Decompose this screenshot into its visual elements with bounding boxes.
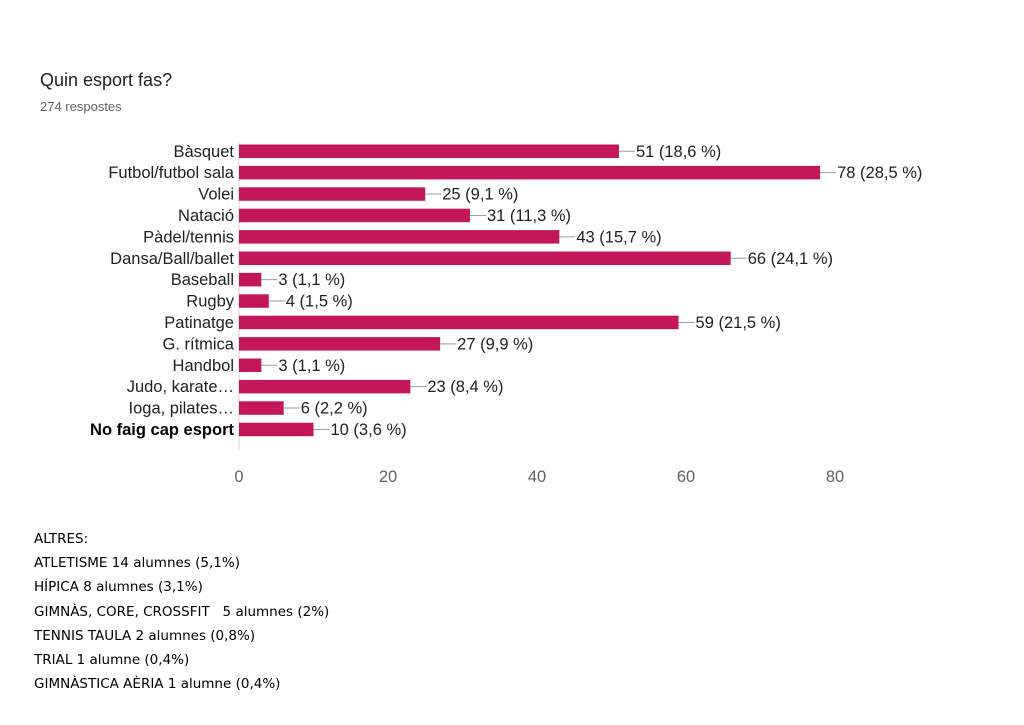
bar — [239, 208, 470, 223]
category-label: Patinatge — [164, 314, 234, 332]
category-label: Natació — [178, 207, 234, 225]
data-label: 27 (9,9 %) — [457, 335, 533, 353]
bar — [239, 251, 731, 265]
category-label: Pàdel/tennis — [143, 228, 234, 246]
bar — [239, 187, 426, 201]
bars-layer: Bàsquet 51 (18,6 %) Futbol/futbol sala 78 (… — [90, 143, 922, 439]
bar — [239, 422, 314, 437]
data-label: 23 (8,4 %) — [427, 378, 503, 396]
data-label: 25 (9,1 %) — [442, 186, 518, 204]
chart-title: Quin esport fas? — [40, 70, 173, 90]
category-label: Ioga, pilates… — [129, 400, 234, 418]
bar — [239, 230, 560, 244]
category-label: No faig cap esport — [90, 421, 234, 439]
note-line: HÍPICA 8 alumnes (3,1%) — [34, 579, 203, 596]
bar — [239, 144, 619, 158]
note-line: TENNIS TAULA 2 alumnes (0,8%) — [34, 627, 256, 644]
category-label: Rugby — [186, 293, 234, 311]
bar — [239, 272, 262, 287]
data-label: 3 (1,1 %) — [278, 357, 345, 375]
note-line: GIMNÀSTICA AÈRIA 1 alumne (0,4%) — [34, 676, 281, 693]
data-label: 6 (2,2 %) — [301, 400, 368, 418]
note-line: GIMNÀS, CORE, CROSSFIT 5 alumnes (2%) — [34, 603, 330, 620]
data-label: 66 (24,1 %) — [748, 250, 833, 268]
category-label: Futbol/futbol sala — [108, 164, 234, 182]
bar — [239, 401, 284, 415]
bar-chart: Bàsquet 51 (18,6 %) Futbol/futbol sala 78 (… — [90, 143, 922, 486]
other-sports-notes: ALTRES: ATLETISME 14 alumnes (5,1%) HÍPICA… — [34, 527, 329, 696]
data-label: 43 (15,7 %) — [576, 228, 661, 246]
bar — [239, 379, 411, 394]
data-label: 31 (11,3 %) — [487, 207, 571, 225]
response-count: 274 respostes — [40, 99, 122, 114]
data-label: 78 (28,5 %) — [837, 164, 922, 182]
note-line: ALTRES: — [34, 531, 89, 547]
category-label: Judo, karate… — [127, 378, 234, 396]
x-tick-label: 60 — [677, 468, 695, 486]
x-axis-ticks: 0 20 40 60 80 — [234, 468, 844, 486]
data-label: 10 (3,6 %) — [331, 421, 407, 439]
note-line: ATLETISME 14 alumnes (5,1%) — [34, 555, 240, 572]
data-label: 59 (21,5 %) — [696, 314, 781, 332]
bar — [239, 315, 679, 330]
x-tick-label: 40 — [528, 468, 546, 486]
bar — [239, 358, 262, 372]
category-label: Bàsquet — [173, 143, 234, 161]
bar — [239, 294, 269, 308]
category-label: Baseball — [171, 271, 234, 289]
note-line: TRIAL 1 alumne (0,4%) — [34, 651, 190, 668]
data-label: 4 (1,5 %) — [286, 293, 353, 311]
x-tick-label: 20 — [379, 468, 397, 486]
x-tick-label: 0 — [234, 468, 243, 486]
category-label: Volei — [198, 186, 234, 204]
category-label: G. rítmica — [162, 335, 234, 353]
x-tick-label: 80 — [826, 468, 844, 486]
bar — [239, 337, 441, 351]
category-label: Handbol — [173, 357, 234, 375]
bar — [239, 165, 821, 180]
category-label: Dansa/Ball/ballet — [110, 250, 234, 268]
data-label: 3 (1,1 %) — [278, 271, 345, 289]
data-label: 51 (18,6 %) — [636, 143, 721, 161]
